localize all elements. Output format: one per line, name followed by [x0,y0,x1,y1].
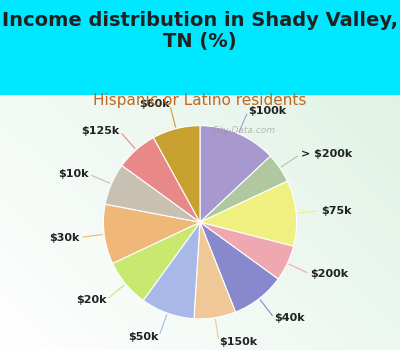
Text: $200k: $200k [310,269,348,279]
Text: > $200k: > $200k [301,149,352,159]
Wedge shape [104,204,200,264]
Text: $60k: $60k [139,99,170,109]
Text: Income distribution in Shady Valley,
TN (%): Income distribution in Shady Valley, TN … [2,10,398,51]
Wedge shape [200,156,288,222]
Text: $40k: $40k [275,313,305,323]
Text: $150k: $150k [219,337,257,348]
Text: City-Data.com: City-Data.com [212,126,276,135]
Text: $50k: $50k [128,332,159,342]
Wedge shape [194,222,236,319]
Text: $30k: $30k [49,232,79,243]
Text: $20k: $20k [76,295,106,305]
Text: $125k: $125k [81,126,120,136]
Wedge shape [200,222,294,279]
Text: Hispanic or Latino residents: Hispanic or Latino residents [93,93,307,108]
Wedge shape [200,222,278,312]
Text: $100k: $100k [248,106,286,116]
Wedge shape [200,181,296,246]
Wedge shape [112,222,200,300]
Text: $10k: $10k [58,169,88,179]
Wedge shape [200,126,270,222]
Text: $75k: $75k [321,206,352,216]
Wedge shape [122,138,200,222]
Wedge shape [143,222,200,318]
Wedge shape [105,166,200,222]
Wedge shape [154,126,200,222]
